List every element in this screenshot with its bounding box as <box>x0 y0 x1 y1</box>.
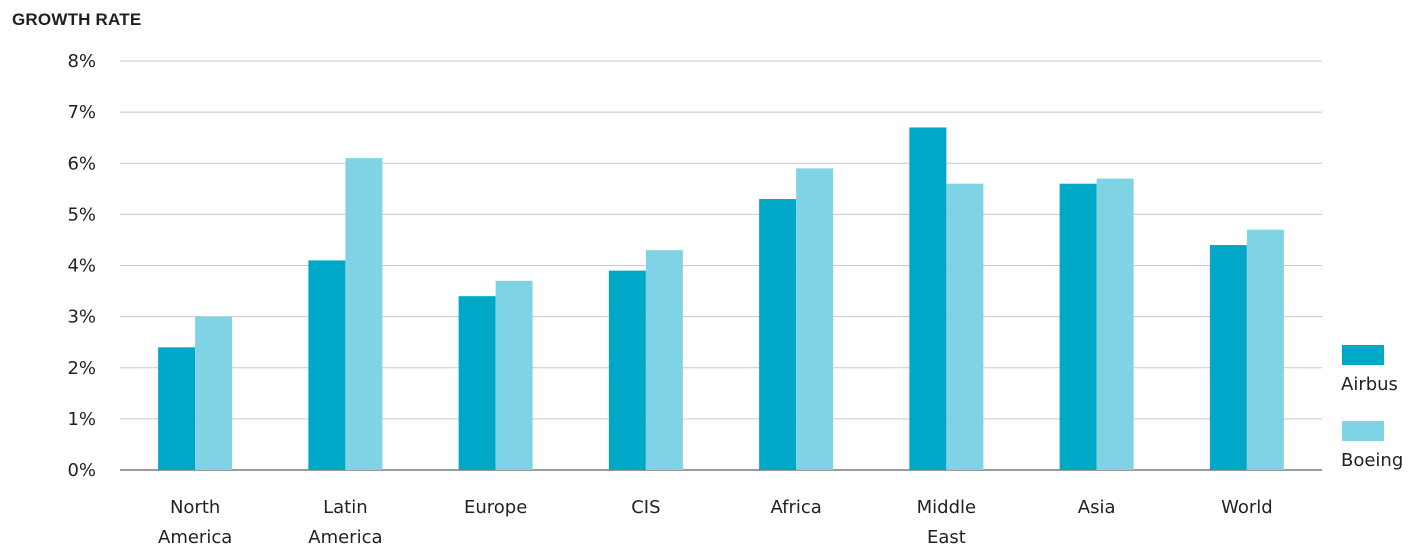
bar-boeing <box>1096 178 1134 470</box>
bars <box>158 127 1284 471</box>
x-tick-label: Europe <box>464 497 527 518</box>
y-tick-label: 2% <box>67 358 96 379</box>
bar-boeing <box>645 250 683 470</box>
y-tick-label: 3% <box>67 307 96 328</box>
y-tick-label: 6% <box>67 153 96 174</box>
bar-airbus <box>458 296 496 470</box>
bar-airbus <box>1059 183 1097 470</box>
bar-boeing <box>946 183 984 470</box>
x-tick-label: North America <box>158 497 232 548</box>
y-tick-label: 0% <box>67 460 96 481</box>
bar-boeing <box>195 316 233 470</box>
x-tick-label: Middle East <box>917 497 976 548</box>
bar-airbus <box>608 270 646 470</box>
x-tick-label: Asia <box>1078 497 1116 518</box>
legend-label-airbus: Airbus <box>1341 374 1398 395</box>
legend-swatch-airbus <box>1342 345 1384 365</box>
y-tick-label: 8% <box>67 51 96 72</box>
bar-boeing <box>345 158 383 470</box>
bar-airbus <box>909 127 947 471</box>
y-tick-label: 7% <box>67 102 96 123</box>
bar-boeing <box>495 280 533 470</box>
bar-airbus <box>759 199 797 470</box>
chart-title: GROWTH RATE <box>12 10 142 29</box>
x-tick-label: Africa <box>770 497 821 518</box>
bar-airbus <box>1209 245 1247 470</box>
gridlines <box>120 60 1322 471</box>
bar-boeing <box>796 168 834 471</box>
x-tick-label: CIS <box>631 497 660 518</box>
bar-boeing <box>1246 229 1284 470</box>
legend-label-boeing: Boeing <box>1341 450 1403 471</box>
y-tick-label: 5% <box>67 204 96 225</box>
x-tick-label: Latin America <box>308 497 382 548</box>
y-tick-label: 1% <box>67 409 96 430</box>
y-axis-ticks: 0% 1% 2% 3% 4% 5% 6% 7% 8% <box>67 51 96 481</box>
x-axis-labels: North America Latin America Europe CIS Africa M… <box>158 497 1273 548</box>
legend: Airbus Boeing <box>1341 345 1403 471</box>
x-tick-label: World <box>1221 497 1273 518</box>
legend-swatch-boeing <box>1342 421 1384 441</box>
bar-airbus <box>308 260 346 470</box>
bar-airbus <box>158 347 196 470</box>
y-tick-label: 4% <box>67 256 96 277</box>
